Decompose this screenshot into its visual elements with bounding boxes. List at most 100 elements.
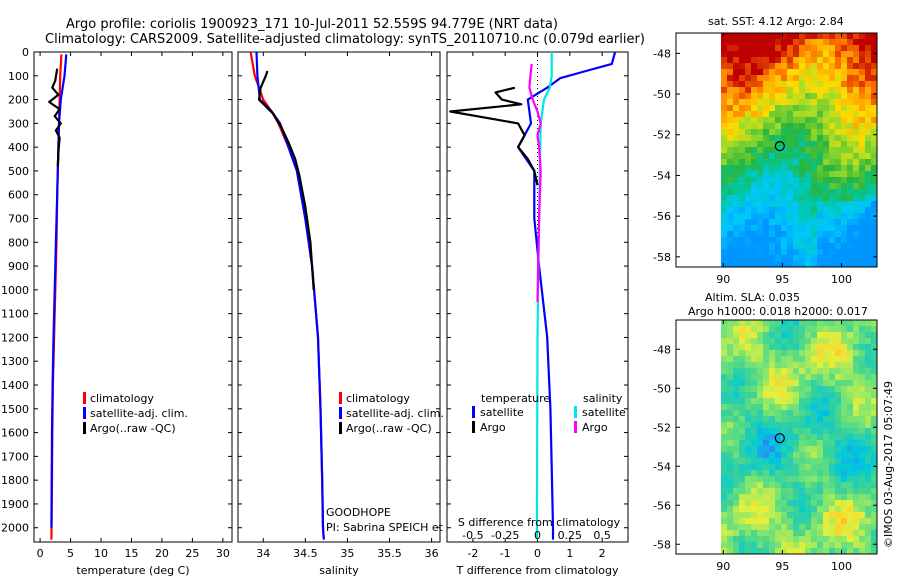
sst-heatmap-cell xyxy=(847,51,853,57)
sla-heatmap-cell xyxy=(823,464,829,470)
sla-heatmap-cell xyxy=(841,494,847,500)
sst-heatmap-cell xyxy=(829,39,835,45)
sla-heatmap-cell xyxy=(751,332,757,338)
sla-heatmap-cell xyxy=(811,428,817,434)
sst-heatmap-cell xyxy=(865,153,871,159)
sla-heatmap-cell xyxy=(799,482,805,488)
sla-heatmap-cell xyxy=(733,446,739,452)
sla-heatmap-cell xyxy=(775,512,781,518)
sla-heatmap-cell xyxy=(745,440,751,446)
sla-heatmap-cell xyxy=(739,548,745,554)
sla-heatmap-cell xyxy=(841,446,847,452)
sla-heatmap-cell xyxy=(745,398,751,404)
sla-heatmap-cell xyxy=(757,524,763,530)
sst-heatmap-cell xyxy=(733,57,739,63)
sla-heatmap-cell xyxy=(739,380,745,386)
sst-heatmap-cell xyxy=(817,135,823,141)
sst-heatmap-cell xyxy=(799,105,805,111)
sla-heatmap-cell xyxy=(733,380,739,386)
sst-heatmap-cell xyxy=(757,231,763,237)
sla-heatmap-cell xyxy=(847,416,853,422)
sla-heatmap-cell xyxy=(757,368,763,374)
sla-heatmap-cell xyxy=(727,524,733,530)
sst-heatmap-cell xyxy=(739,117,745,123)
sla-heatmap-cell xyxy=(811,542,817,548)
sla-heatmap-cell xyxy=(763,380,769,386)
sla-heatmap-cell xyxy=(763,488,769,494)
sla-heatmap-cell xyxy=(841,488,847,494)
sst-heatmap-cell xyxy=(733,153,739,159)
sst-heatmap-cell xyxy=(745,183,751,189)
sla-heatmap-cell xyxy=(775,380,781,386)
sst-heatmap-cell xyxy=(841,153,847,159)
sla-heatmap-cell xyxy=(835,524,841,530)
sla-heatmap-cell xyxy=(859,488,865,494)
sla-heatmap-cell xyxy=(865,356,871,362)
sst-heatmap-cell xyxy=(823,135,829,141)
sla-heatmap-cell xyxy=(721,512,727,518)
salinity-xtick-label: 34 xyxy=(256,547,270,560)
sla-heatmap-cell xyxy=(841,362,847,368)
sla-heatmap-cell xyxy=(769,416,775,422)
sla-heatmap-cell xyxy=(835,440,841,446)
sla-heatmap-cell xyxy=(775,422,781,428)
sla-heatmap-cell xyxy=(793,518,799,524)
sst-heatmap-cell xyxy=(769,237,775,243)
sst-heatmap-cell xyxy=(871,201,877,207)
sla-heatmap-cell xyxy=(757,398,763,404)
sst-heatmap-cell xyxy=(793,69,799,75)
sla-heatmap-cell xyxy=(763,332,769,338)
sla-heatmap-cell xyxy=(727,386,733,392)
sla-heatmap-cell xyxy=(787,362,793,368)
sla-heatmap-cell xyxy=(787,524,793,530)
sst-heatmap-cell xyxy=(763,111,769,117)
sla-heatmap-cell xyxy=(829,422,835,428)
sst-heatmap-cell xyxy=(763,165,769,171)
sla-heatmap-cell xyxy=(859,326,865,332)
salinity-axes-frame xyxy=(237,51,441,543)
salinity-legend-swatch xyxy=(339,407,342,419)
sst-heatmap-cell xyxy=(763,99,769,105)
sst-heatmap-cell xyxy=(721,141,727,147)
sla-heatmap-cell xyxy=(733,344,739,350)
sst-heatmap-cell xyxy=(775,237,781,243)
sla-heatmap-cell xyxy=(847,398,853,404)
sla-heatmap-cell xyxy=(859,362,865,368)
sla-heatmap-cell xyxy=(763,404,769,410)
sla-heatmap-cell xyxy=(829,320,835,326)
sst-heatmap-cell xyxy=(799,243,805,249)
sst-heatmap-cell xyxy=(817,165,823,171)
sla-heatmap-cell xyxy=(793,374,799,380)
sla-map-lon-label: 90 xyxy=(716,560,730,573)
sst-heatmap-cell xyxy=(835,69,841,75)
sst-heatmap-cell xyxy=(751,39,757,45)
sla-heatmap-cell xyxy=(829,494,835,500)
sla-heatmap-cell xyxy=(829,488,835,494)
sst-map-panel: sat. SST: 4.12 Argo: 2.84 -48-50-52-54-5… xyxy=(653,15,878,286)
sla-heatmap-cell xyxy=(751,434,757,440)
sst-heatmap-cell xyxy=(775,225,781,231)
sst-heatmap-cell xyxy=(751,207,757,213)
sst-heatmap-cell xyxy=(733,129,739,135)
sst-heatmap-cell xyxy=(739,219,745,225)
sla-heatmap-cell xyxy=(793,356,799,362)
sst-heatmap-cell xyxy=(775,57,781,63)
sla-heatmap-cell xyxy=(805,416,811,422)
sla-heatmap-cell xyxy=(835,344,841,350)
sst-heatmap-cell xyxy=(733,243,739,249)
sst-heatmap-cell xyxy=(793,177,799,183)
sst-heatmap-cell xyxy=(859,57,865,63)
sla-heatmap-cell xyxy=(739,368,745,374)
sst-heatmap-cell xyxy=(805,81,811,87)
sst-heatmap-cell xyxy=(817,111,823,117)
sst-heatmap-cell xyxy=(871,105,877,111)
sst-heatmap-cell xyxy=(859,51,865,57)
sst-heatmap-cell xyxy=(823,219,829,225)
sla-heatmap-cell xyxy=(769,356,775,362)
sst-heatmap-cell xyxy=(847,45,853,51)
sst-heatmap-cell xyxy=(727,249,733,255)
sst-heatmap-cell xyxy=(859,231,865,237)
sst-heatmap-cell xyxy=(757,69,763,75)
sst-heatmap-cell xyxy=(775,93,781,99)
sst-heatmap-cell xyxy=(811,87,817,93)
